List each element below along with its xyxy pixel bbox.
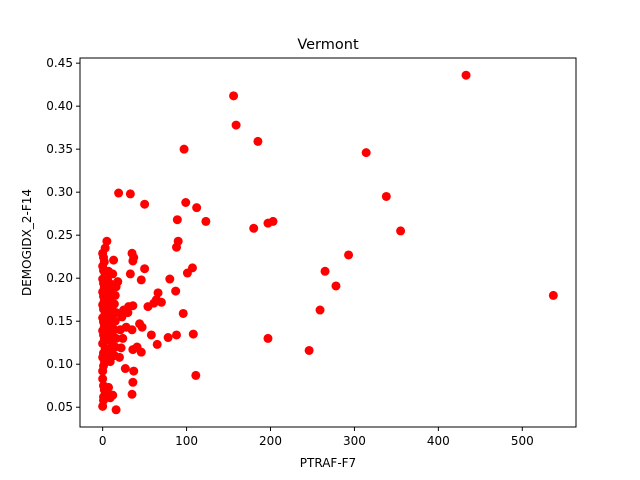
data-point bbox=[165, 274, 175, 284]
data-point bbox=[396, 226, 406, 236]
data-point bbox=[127, 325, 137, 335]
data-point bbox=[249, 223, 259, 233]
y-tick-label: 0.30 bbox=[46, 185, 73, 199]
data-point bbox=[191, 370, 201, 380]
data-point bbox=[98, 374, 108, 384]
data-point bbox=[116, 343, 126, 353]
data-point bbox=[128, 377, 138, 387]
data-point bbox=[110, 316, 120, 326]
data-point bbox=[108, 390, 118, 400]
y-tick-label: 0.40 bbox=[46, 99, 73, 113]
data-point bbox=[188, 329, 198, 339]
data-point bbox=[156, 297, 166, 307]
data-point bbox=[172, 215, 182, 225]
x-axis-label: PTRAF-F7 bbox=[300, 456, 356, 470]
y-axis-label: DEMOGIDX_2-F14 bbox=[20, 189, 34, 296]
plot-frame bbox=[79, 57, 577, 428]
data-point bbox=[136, 275, 146, 285]
data-point bbox=[268, 216, 278, 226]
y-tick-label: 0.20 bbox=[46, 271, 73, 285]
data-point bbox=[331, 281, 341, 291]
y-tick-label: 0.10 bbox=[46, 357, 73, 371]
data-point bbox=[315, 305, 325, 315]
x-tick-label: 400 bbox=[427, 434, 450, 448]
data-point bbox=[304, 345, 314, 355]
data-point bbox=[111, 405, 121, 415]
data-point bbox=[108, 269, 118, 279]
points-layer bbox=[98, 70, 558, 415]
data-point bbox=[153, 288, 163, 298]
data-point bbox=[113, 277, 123, 287]
data-point bbox=[110, 290, 120, 300]
data-point bbox=[109, 299, 119, 309]
data-point bbox=[137, 322, 147, 332]
x-axis-ticks: 0 100 200 300 400 500 bbox=[99, 427, 534, 448]
data-point bbox=[102, 236, 112, 246]
x-tick-label: 200 bbox=[259, 434, 282, 448]
data-point bbox=[231, 120, 241, 130]
y-axis-ticks: 0.05 0.10 0.15 0.20 0.25 0.30 0.35 0.40 0.45 bbox=[46, 56, 80, 414]
y-tick-label: 0.25 bbox=[46, 228, 73, 242]
data-point bbox=[127, 389, 137, 399]
data-point bbox=[140, 264, 150, 274]
x-tick-label: 500 bbox=[511, 434, 534, 448]
data-point bbox=[172, 330, 182, 340]
data-point bbox=[548, 290, 558, 300]
data-point bbox=[263, 333, 273, 343]
data-point bbox=[179, 144, 189, 154]
data-point bbox=[152, 339, 162, 349]
data-point bbox=[125, 189, 135, 199]
data-point bbox=[173, 236, 183, 246]
x-tick-label: 100 bbox=[175, 434, 198, 448]
data-point bbox=[461, 70, 471, 80]
data-point bbox=[320, 266, 330, 276]
data-point bbox=[201, 216, 211, 226]
data-point bbox=[192, 203, 202, 213]
y-tick-label: 0.05 bbox=[46, 400, 73, 414]
data-point bbox=[136, 347, 146, 357]
data-point bbox=[140, 199, 150, 209]
data-point bbox=[187, 263, 197, 273]
data-point bbox=[181, 198, 191, 207]
data-point bbox=[171, 286, 181, 296]
data-point bbox=[109, 255, 119, 265]
y-tick-label: 0.35 bbox=[46, 142, 73, 156]
data-point bbox=[128, 301, 138, 311]
data-point bbox=[114, 188, 124, 198]
data-point bbox=[361, 148, 371, 158]
y-tick-label: 0.15 bbox=[46, 314, 73, 328]
chart-title: Vermont bbox=[297, 37, 359, 53]
data-point bbox=[344, 250, 354, 260]
data-point bbox=[253, 136, 263, 146]
data-point bbox=[129, 253, 139, 263]
data-point bbox=[120, 364, 130, 374]
data-point bbox=[163, 333, 173, 343]
x-tick-label: 300 bbox=[343, 434, 366, 448]
data-point bbox=[118, 333, 128, 343]
data-point bbox=[125, 269, 135, 279]
data-point bbox=[111, 333, 121, 343]
data-point bbox=[229, 91, 239, 101]
data-point bbox=[381, 191, 391, 201]
data-point bbox=[100, 243, 110, 253]
data-point bbox=[146, 330, 156, 340]
data-point bbox=[129, 366, 139, 376]
x-tick-label: 0 bbox=[99, 434, 107, 448]
data-point bbox=[104, 382, 114, 392]
data-point bbox=[178, 308, 188, 318]
y-tick-label: 0.45 bbox=[46, 56, 73, 70]
data-point bbox=[114, 352, 124, 362]
